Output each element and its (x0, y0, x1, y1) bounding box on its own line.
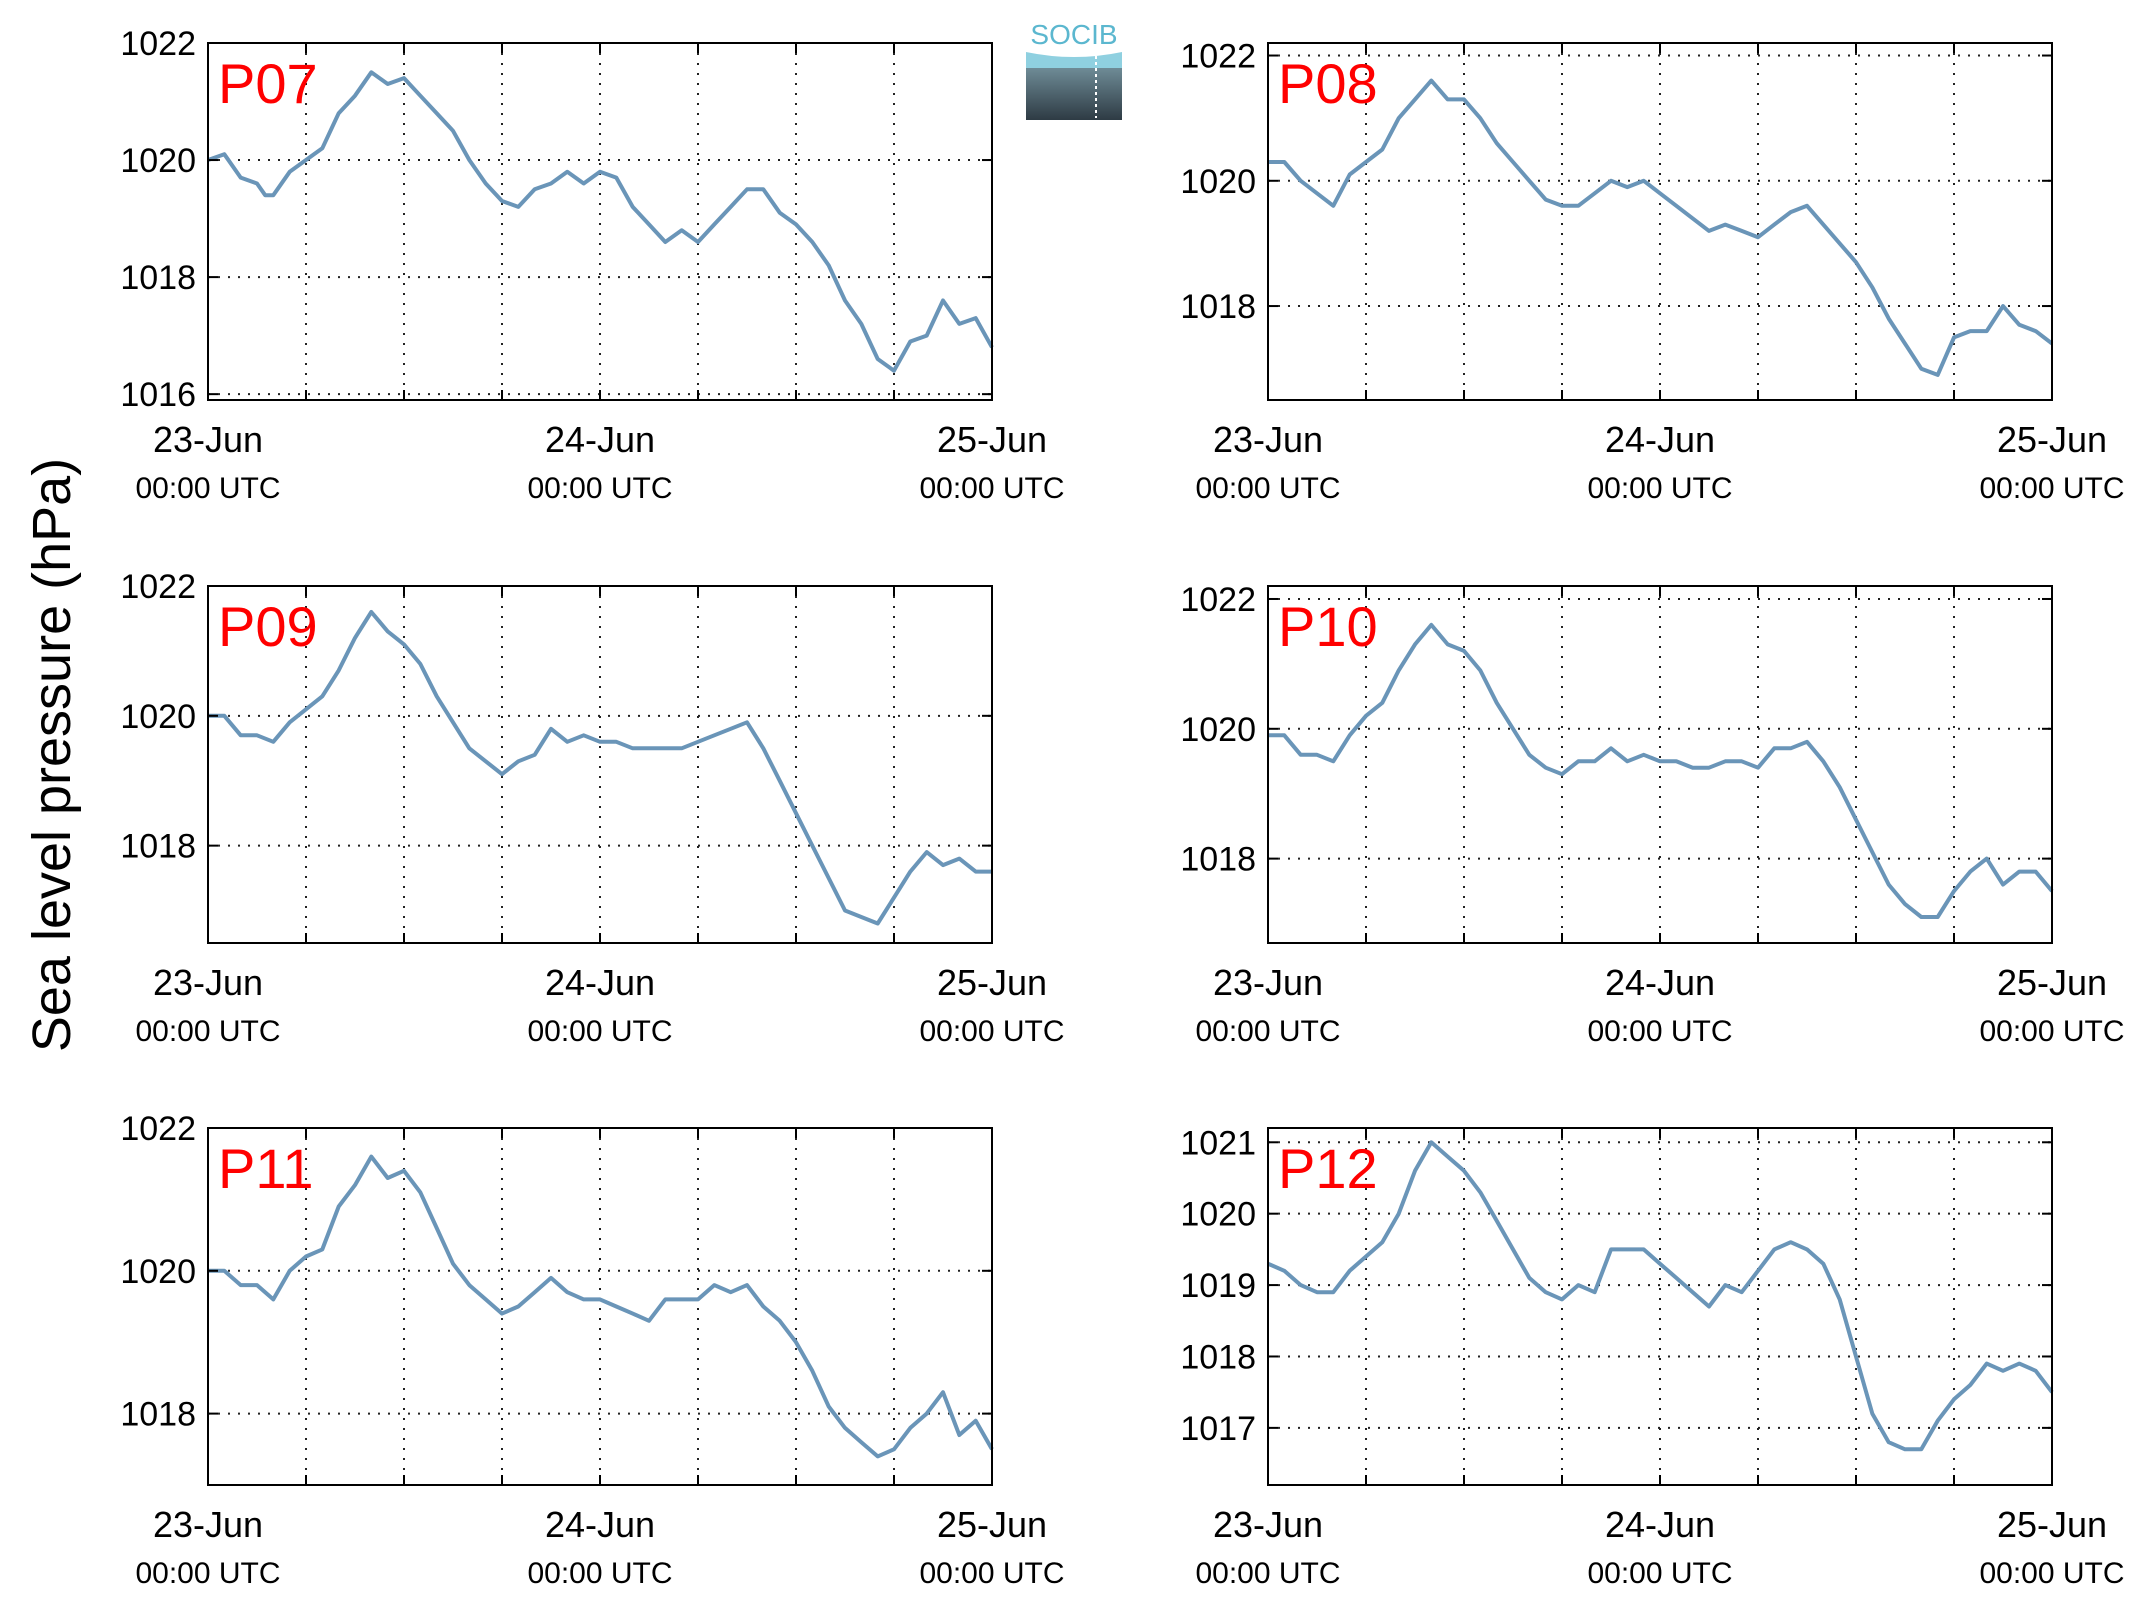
x-tick-label-date: 24-Jun (545, 419, 655, 460)
x-tick-label-time: 00:00 UTC (135, 472, 280, 505)
y-tick-label: 1020 (1180, 711, 1256, 749)
series-line (208, 610, 992, 926)
panels: 1016 1018 1020 1022 23-Jun 00:00 UTC 24-Jun 00:… (120, 25, 2124, 1590)
logo-block (1026, 68, 1122, 120)
series-line (1267, 1140, 2054, 1452)
y-tick-label: 1018 (120, 828, 196, 866)
socib-logo: SOCIB (1026, 19, 1122, 120)
y-tick-label: 1018 (120, 259, 196, 297)
x-tick-label-date: 23-Jun (153, 1504, 263, 1545)
y-tick-label: 1020 (120, 698, 196, 736)
series-line (208, 1154, 994, 1459)
x-tick-label-date: 24-Jun (1605, 1504, 1715, 1545)
series-line (207, 70, 994, 373)
y-tick-label: 1019 (1180, 1267, 1256, 1305)
x-tick-label-time: 00:00 UTC (135, 1557, 280, 1590)
y-tick-label: 1020 (120, 142, 196, 180)
x-tick-label-time: 00:00 UTC (1587, 1557, 1732, 1590)
panel-p12: 1017 1018 1019 1020 1021 23-Jun 00:00 UTC 24-Ju… (1180, 1124, 2124, 1590)
x-tick-label-date: 25-Jun (937, 1504, 1047, 1545)
axes-box (207, 1127, 993, 1486)
y-tick-label: 1022 (120, 1110, 196, 1148)
x-tick-label-date: 23-Jun (153, 419, 263, 460)
x-tick-label-date: 24-Jun (1605, 419, 1715, 460)
y-tick-label: 1018 (1180, 288, 1256, 326)
x-tick-label-time: 00:00 UTC (1979, 1557, 2124, 1590)
y-tick-label: 1022 (1180, 581, 1256, 619)
series-line (1268, 622, 2054, 919)
y-tick-label: 1020 (1180, 1196, 1256, 1234)
x-tick-label-date: 25-Jun (937, 962, 1047, 1003)
x-tick-label-date: 24-Jun (545, 962, 655, 1003)
x-tick-label-time: 00:00 UTC (1195, 1015, 1340, 1048)
axes-box (207, 585, 993, 944)
y-tick-label: 1020 (1180, 163, 1256, 201)
x-tick-label-time: 00:00 UTC (1587, 1015, 1732, 1048)
x-tick-label-date: 25-Jun (1997, 1504, 2107, 1545)
y-tick-label: 1022 (120, 25, 196, 63)
x-tick-label-time: 00:00 UTC (1195, 1557, 1340, 1590)
x-tick-label-time: 00:00 UTC (135, 1015, 280, 1048)
y-tick-label: 1021 (1180, 1124, 1256, 1162)
x-tick-label-time: 00:00 UTC (527, 1557, 672, 1590)
x-tick-label-time: 00:00 UTC (1979, 472, 2124, 505)
x-tick-label-date: 23-Jun (153, 962, 263, 1003)
x-tick-label-time: 00:00 UTC (1979, 1015, 2124, 1048)
figure-ylabel: Sea level pressure (hPa) (22, 458, 82, 1052)
y-tick-label: 1022 (120, 568, 196, 606)
x-tick-label-date: 23-Jun (1213, 419, 1323, 460)
x-tick-label-time: 00:00 UTC (919, 472, 1064, 505)
x-tick-label-date: 25-Jun (1997, 419, 2107, 460)
series-line (1268, 78, 2054, 377)
panel-p10: 1018 1020 1022 23-Jun 00:00 UTC 24-Jun 00:00 U… (1180, 581, 2124, 1048)
x-tick-label-time: 00:00 UTC (527, 472, 672, 505)
logo-text: SOCIB (1030, 19, 1117, 50)
x-tick-label-time: 00:00 UTC (919, 1015, 1064, 1048)
y-tick-label: 1018 (1180, 1338, 1256, 1376)
panel-label: P10 (1278, 595, 1378, 658)
x-tick-label-date: 25-Jun (937, 419, 1047, 460)
x-tick-label-date: 24-Jun (545, 1504, 655, 1545)
panel-label: P07 (218, 52, 318, 115)
x-tick-label-date: 25-Jun (1997, 962, 2107, 1003)
y-tick-label: 1020 (120, 1253, 196, 1291)
panel-p08: 1018 1020 1022 23-Jun 00:00 UTC 24-Jun 00:00 U… (1180, 38, 2124, 505)
x-tick-label-time: 00:00 UTC (527, 1015, 672, 1048)
x-tick-label-time: 00:00 UTC (1195, 472, 1340, 505)
panel-p07: 1016 1018 1020 1022 23-Jun 00:00 UTC 24-Jun 00:… (120, 25, 1064, 505)
panel-label: P12 (1278, 1137, 1378, 1200)
panel-p09: 1018 1020 1022 23-Jun 00:00 UTC 24-Jun 00:00 U… (120, 568, 1064, 1048)
x-tick-label-date: 23-Jun (1213, 1504, 1323, 1545)
axes-box (207, 42, 993, 401)
y-tick-label: 1022 (1180, 38, 1256, 76)
panel-label: P09 (218, 595, 318, 658)
panel-label: P11 (218, 1137, 313, 1200)
panel-label: P08 (1278, 52, 1378, 115)
y-tick-label: 1018 (120, 1396, 196, 1434)
y-tick-label: 1017 (1180, 1410, 1256, 1448)
axes-box (1267, 42, 2053, 401)
x-tick-label-date: 23-Jun (1213, 962, 1323, 1003)
y-tick-label: 1016 (120, 376, 196, 414)
x-tick-label-date: 24-Jun (1605, 962, 1715, 1003)
x-tick-label-time: 00:00 UTC (1587, 472, 1732, 505)
panel-p11: 1018 1020 1022 23-Jun 00:00 UTC 24-Jun 00:00 U… (120, 1110, 1064, 1590)
y-tick-label: 1018 (1180, 841, 1256, 879)
axes-box (1267, 585, 2053, 944)
x-tick-label-time: 00:00 UTC (919, 1557, 1064, 1590)
axes-box (1267, 1127, 2053, 1486)
